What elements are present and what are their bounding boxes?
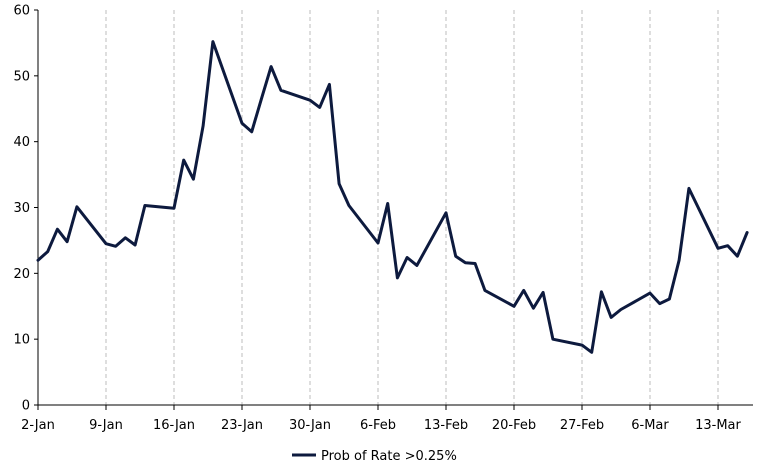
legend-label: Prob of Rate >0.25% — [321, 449, 457, 464]
x-tick-label: 23-Jan — [221, 418, 263, 433]
x-tick-label: 9-Jan — [89, 418, 123, 433]
x-tick-label: 6-Mar — [631, 418, 669, 433]
y-tick-labels: 0 10 20 30 40 50 60 — [13, 4, 30, 414]
y-tick-label: 40 — [13, 135, 30, 150]
y-tick-label: 50 — [13, 69, 30, 84]
vertical-gridlines — [105, 10, 719, 405]
y-tick-label: 10 — [13, 333, 30, 348]
y-tick-label: 30 — [13, 201, 30, 216]
y-tick-label: 20 — [13, 267, 30, 282]
x-tick-label: 16-Jan — [153, 418, 195, 433]
axes — [34, 9, 753, 410]
x-tick-label: 20-Feb — [492, 418, 536, 433]
x-tick-label: 30-Jan — [289, 418, 331, 433]
y-tick-label: 60 — [13, 4, 30, 19]
x-tick-label: 27-Feb — [560, 418, 604, 433]
series-lines — [36, 40, 749, 354]
series-line — [36, 40, 749, 354]
x-tick-label: 13-Feb — [424, 418, 468, 433]
x-tick-labels: 2-Jan 9-Jan 16-Jan 23-Jan 30-Jan 6-Feb 13-Feb 2… — [21, 418, 741, 433]
x-tick-label: 6-Feb — [360, 418, 396, 433]
legend: Prob of Rate >0.25% — [292, 449, 457, 464]
x-tick-label: 2-Jan — [21, 418, 55, 433]
x-tick-label: 13-Mar — [695, 418, 741, 433]
y-tick-label: 0 — [22, 399, 30, 414]
